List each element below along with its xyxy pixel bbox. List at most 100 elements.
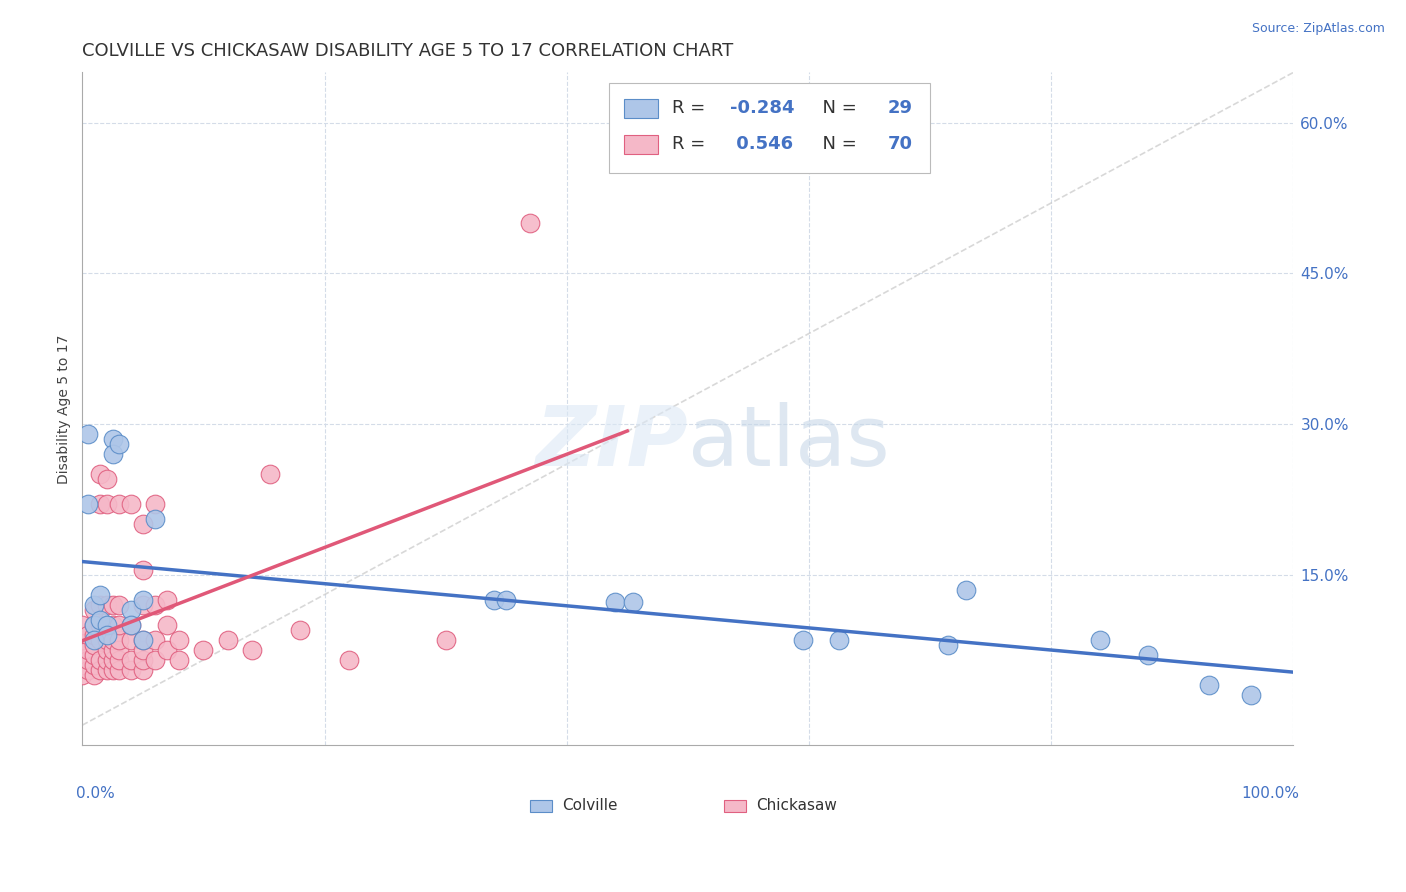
Point <box>83 638 105 652</box>
Point <box>132 598 155 612</box>
Text: 70: 70 <box>887 136 912 153</box>
Point <box>120 617 142 632</box>
Point <box>240 643 263 657</box>
Text: 0.0%: 0.0% <box>76 786 115 801</box>
Point <box>89 653 111 667</box>
Point <box>89 613 111 627</box>
Point <box>89 617 111 632</box>
Point <box>1198 678 1220 692</box>
Text: COLVILLE VS CHICKASAW DISABILITY AGE 5 TO 17 CORRELATION CHART: COLVILLE VS CHICKASAW DISABILITY AGE 5 T… <box>83 42 734 60</box>
Point <box>96 497 118 511</box>
Point <box>120 653 142 667</box>
Text: Source: ZipAtlas.com: Source: ZipAtlas.com <box>1251 22 1385 36</box>
Point <box>482 592 505 607</box>
Point <box>96 598 118 612</box>
Point <box>96 628 118 642</box>
Point <box>96 643 118 657</box>
Point <box>77 628 100 642</box>
Text: 100.0%: 100.0% <box>1241 786 1299 801</box>
Point <box>89 632 111 647</box>
Point <box>519 216 541 230</box>
Point <box>337 653 360 667</box>
Point <box>156 643 179 657</box>
Point <box>143 497 166 511</box>
Point <box>72 632 94 647</box>
Point <box>83 598 105 612</box>
Point <box>107 497 129 511</box>
Point <box>132 517 155 532</box>
Point <box>107 663 129 677</box>
Bar <box>724 800 747 812</box>
Point <box>83 617 105 632</box>
Point <box>156 617 179 632</box>
Point <box>96 653 118 667</box>
Point <box>101 663 124 677</box>
Point <box>193 643 215 657</box>
Point <box>107 632 129 647</box>
Point <box>434 632 457 647</box>
Bar <box>530 800 553 812</box>
Point <box>101 643 124 657</box>
Point <box>143 653 166 667</box>
Point <box>72 617 94 632</box>
Point <box>101 598 124 612</box>
Point <box>107 643 129 657</box>
Point <box>156 592 179 607</box>
Point <box>101 432 124 446</box>
Point <box>89 497 111 511</box>
Point <box>101 653 124 667</box>
Point <box>96 472 118 486</box>
Point <box>132 562 155 576</box>
Point <box>143 512 166 526</box>
Point <box>132 632 155 647</box>
FancyBboxPatch shape <box>609 83 929 173</box>
Point <box>290 623 312 637</box>
Point <box>77 426 100 441</box>
Text: R =: R = <box>672 136 711 153</box>
Point <box>96 617 118 632</box>
Point <box>143 598 166 612</box>
Text: R =: R = <box>672 99 711 117</box>
Point <box>101 617 124 632</box>
Bar <box>624 99 658 118</box>
Point <box>217 632 239 647</box>
Point <box>259 467 281 482</box>
Point <box>143 632 166 647</box>
Text: ZIP: ZIP <box>536 402 688 483</box>
Point <box>89 588 111 602</box>
Point <box>101 632 124 647</box>
Point <box>120 632 142 647</box>
Text: 29: 29 <box>887 99 912 117</box>
Text: N =: N = <box>811 99 863 117</box>
Point <box>83 617 105 632</box>
Point <box>495 592 517 607</box>
Point <box>83 668 105 682</box>
Point <box>828 632 851 647</box>
Point <box>77 653 100 667</box>
Point <box>72 657 94 672</box>
Point <box>132 632 155 647</box>
Point <box>107 437 129 451</box>
Point <box>132 643 155 657</box>
Point <box>132 592 155 607</box>
Point <box>83 657 105 672</box>
Point <box>96 617 118 632</box>
Point <box>167 653 190 667</box>
Point <box>89 663 111 677</box>
Point <box>792 632 814 647</box>
Bar <box>624 135 658 153</box>
Point <box>83 628 105 642</box>
Point <box>83 648 105 662</box>
Point <box>132 663 155 677</box>
Point <box>1240 688 1263 702</box>
Point <box>101 447 124 461</box>
Point <box>120 602 142 616</box>
Point <box>1137 648 1160 662</box>
Text: 0.546: 0.546 <box>730 136 793 153</box>
Point <box>120 497 142 511</box>
Point <box>955 582 977 597</box>
Point <box>77 497 100 511</box>
Point <box>72 668 94 682</box>
Point <box>107 598 129 612</box>
Point <box>107 653 129 667</box>
